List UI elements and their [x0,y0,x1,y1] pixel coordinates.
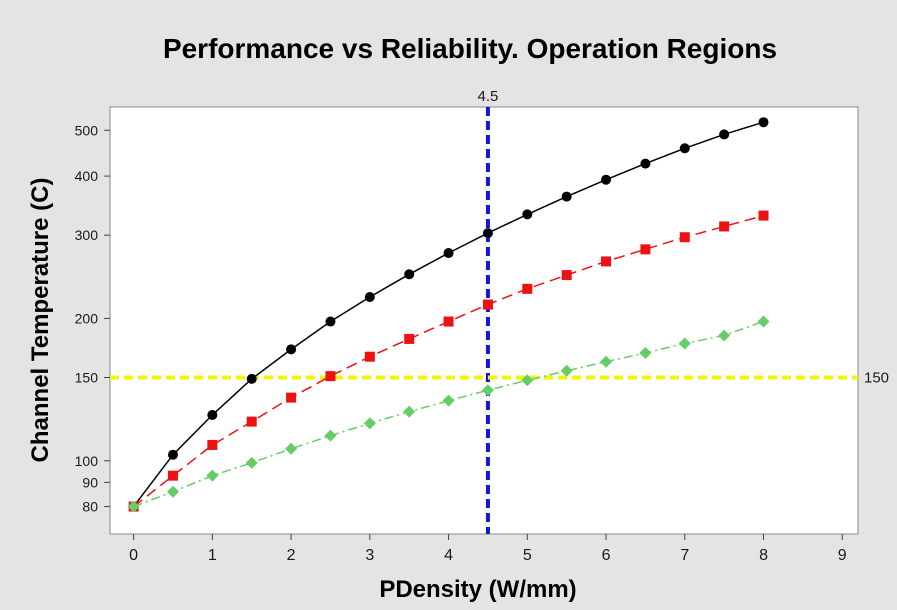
series-layer [127,117,770,513]
series-1-point [325,316,336,327]
y-tick-label: 80 [82,499,98,515]
y-tick-label: 150 [75,369,99,385]
series-2-point [679,232,690,243]
series-3-point [639,347,652,360]
series-1-point [246,373,257,384]
series-1-point [679,143,690,154]
series-2-point [207,439,218,450]
series-3 [127,315,770,513]
x-tick-label: 5 [523,547,532,564]
series-1 [128,117,769,512]
series-3-point [206,469,219,482]
labels-layer: 0 1 2 3 4 5 6 7 8 9 80 90 100 150 200 300 400 500 4.5 150 [75,88,889,564]
series-1-point [601,174,612,185]
series-2-point [719,221,730,232]
x-tick-label: 3 [365,547,374,564]
y-tick-label: 100 [75,453,99,469]
series-1-point [286,344,297,355]
series-3-point [285,442,298,455]
y-axis-label: Channel Temperature (C) [27,178,54,463]
series-1-point [207,409,218,420]
y-tick-label: 200 [75,310,99,326]
series-3-point [481,384,494,397]
series-3-point [560,364,573,377]
x-tick-label: 7 [680,547,689,564]
plot-area [109,106,859,535]
y-tick-label: 90 [82,474,98,490]
series-3-point [324,429,337,442]
series-3-point [718,329,731,342]
series-2-point [640,244,651,255]
x-tick-label: 4 [444,547,453,564]
horizontal-reference-label: 150 [864,369,889,386]
series-2-point [601,256,612,267]
x-tick-label: 8 [759,547,768,564]
chart-title: Performance vs Reliability. Operation Re… [163,33,777,64]
series-1-point [443,248,454,259]
series-3-point [363,417,376,430]
series-1-point [561,191,572,202]
series-1-point [522,209,533,220]
series-1-point [167,449,178,460]
series-2-point [522,283,533,294]
series-2-point [364,351,375,362]
series-3-point [245,456,258,469]
series-1-point [640,158,651,169]
y-tick-label: 500 [75,122,99,138]
reference-lines-layer [110,107,858,534]
x-tick-label: 0 [129,547,138,564]
series-3-point [166,485,179,498]
x-tick-label: 6 [602,547,611,564]
y-tick-label: 300 [75,227,99,243]
series-2-point [246,416,257,427]
series-2-point [167,470,178,481]
series-1-point [758,117,769,128]
series-3-point [442,394,455,407]
series-2-point [443,316,454,327]
series-3-point [678,337,691,350]
y-tick-label: 400 [75,168,99,184]
x-tick-label: 2 [287,547,296,564]
series-2-point [325,371,336,382]
series-3-point [127,500,140,513]
series-1-point [719,129,730,140]
x-tick-label: 1 [208,547,217,564]
series-3-point [521,374,534,387]
series-1-point [482,228,493,239]
vertical-reference-label: 4.5 [478,88,499,105]
x-tick-label: 9 [838,547,847,564]
series-3-point [600,355,613,368]
series-2-point [561,270,572,281]
series-2-point [404,333,415,344]
series-2-point [286,392,297,403]
series-1-point [404,269,415,280]
series-3-point [757,315,770,328]
axes-layer [104,129,843,540]
x-axis-label: PDensity (W/mm) [379,576,576,603]
series-2-point [758,210,769,221]
series-1-point [364,291,375,302]
series-2-point [482,299,493,310]
series-3-point [403,405,416,418]
